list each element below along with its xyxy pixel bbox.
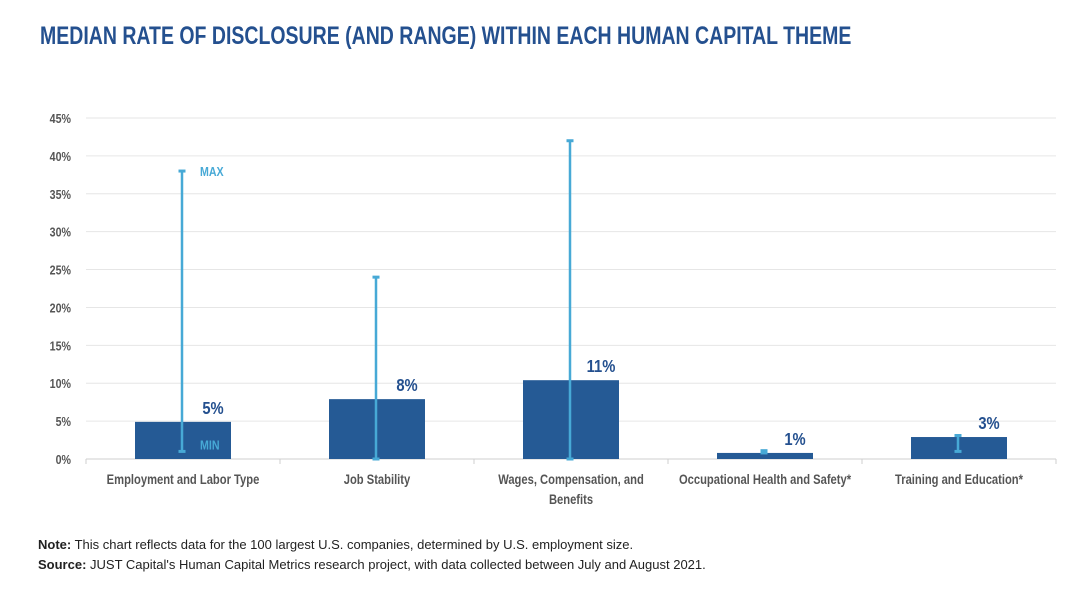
max-annotation: MAX [200, 164, 224, 179]
x-axis-labels: Employment and Labor Type Job Stability Wa… [107, 472, 1023, 507]
y-tick-label: 15% [50, 338, 72, 353]
value-label: 8% [396, 376, 418, 396]
y-tick-label: 10% [50, 376, 72, 391]
source-line: Source: JUST Capital's Human Capital Met… [38, 555, 706, 575]
x-tick-label: Wages, Compensation, and [498, 472, 644, 487]
x-tick-label: Employment and Labor Type [107, 472, 260, 487]
y-tick-label: 20% [50, 300, 72, 315]
value-labels: 5% 8% 11% 1% 3% MAX MIN [200, 164, 1000, 453]
y-tick-label: 0% [56, 452, 72, 467]
y-tick-label: 45% [50, 111, 72, 126]
note-line: Note: This chart reflects data for the 1… [38, 535, 706, 555]
y-tick-label: 5% [56, 414, 72, 429]
chart-title: MEDIAN RATE OF DISCLOSURE (AND RANGE) WI… [40, 22, 852, 50]
min-annotation: MIN [200, 437, 220, 452]
note-label: Note: [38, 537, 72, 552]
bar [717, 452, 813, 459]
y-axis-ticks: 0% 5% 10% 15% 20% 25% 30% 35% 40% 45% [50, 111, 72, 467]
x-tick-label: Training and Education* [895, 472, 1023, 487]
range-lines [178, 139, 962, 461]
source-label: Source: [38, 557, 87, 572]
x-tick-label: Occupational Health and Safety* [679, 472, 851, 487]
y-tick-label: 40% [50, 149, 72, 164]
source-text: JUST Capital's Human Capital Metrics res… [86, 557, 706, 572]
value-label: 1% [784, 430, 806, 450]
y-tick-label: 25% [50, 263, 72, 278]
value-label: 3% [978, 414, 1000, 434]
x-tick-label: Job Stability [344, 472, 410, 487]
note-text: This chart reflects data for the 100 lar… [71, 537, 634, 552]
value-label: 5% [202, 399, 224, 419]
footnotes: Note: This chart reflects data for the 1… [38, 535, 706, 575]
y-tick-label: 35% [50, 187, 72, 202]
y-tick-label: 30% [50, 225, 72, 240]
value-label: 11% [587, 357, 616, 377]
x-tick-label: Benefits [549, 492, 593, 507]
